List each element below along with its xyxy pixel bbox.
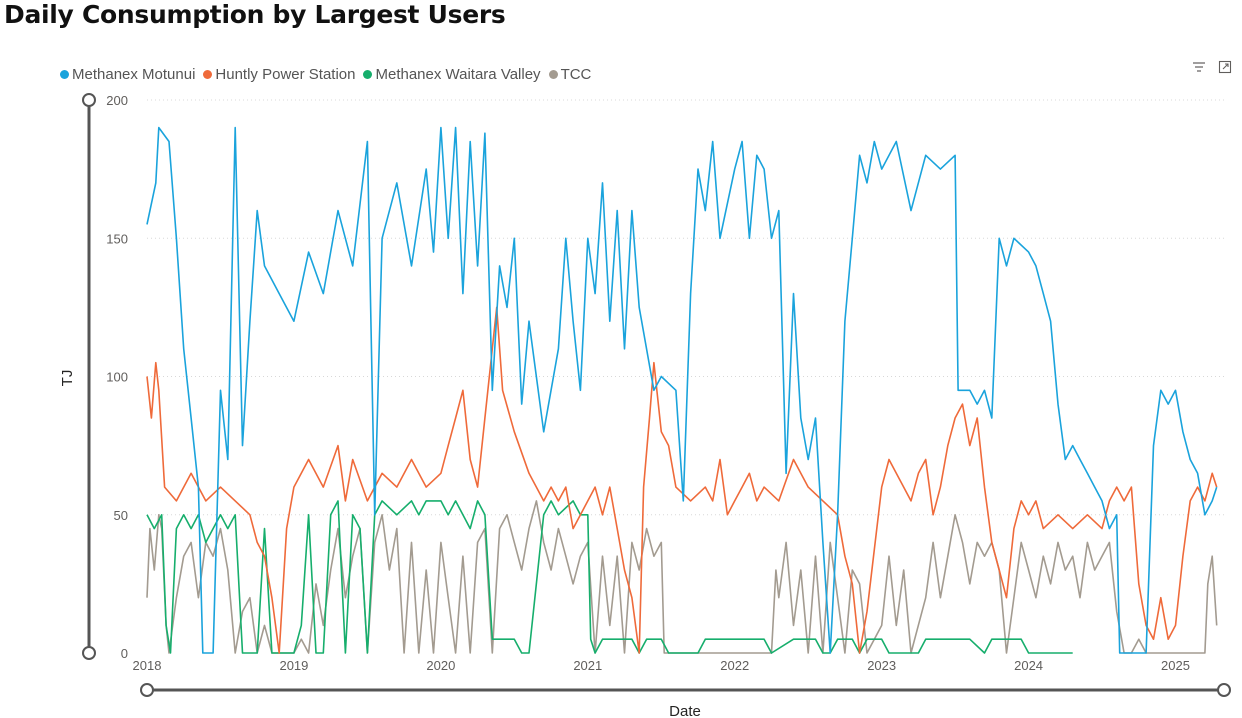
y-tick-label: 0	[121, 646, 128, 661]
legend-item[interactable]: Methanex Waitara Valley	[363, 66, 541, 83]
x-zoom-slider-handle-right[interactable]	[1217, 683, 1231, 697]
legend-marker	[548, 70, 558, 79]
x-tick-label: 2020	[426, 658, 455, 673]
series-line-methanex-waitara-valley[interactable]	[146, 500, 1073, 654]
focus-mode-icon[interactable]	[1218, 60, 1232, 74]
legend-marker	[363, 70, 373, 79]
x-axis-title: Date	[669, 703, 701, 718]
x-tick-label: 2023	[867, 658, 896, 673]
y-axis-ticks: 0 50 100 150 200	[106, 93, 128, 661]
y-tick-label: 50	[114, 508, 128, 523]
legend-label: Methanex Waitara Valley	[375, 66, 541, 83]
y-zoom-slider-handle-bottom[interactable]	[82, 646, 96, 660]
legend-marker	[60, 70, 69, 79]
legend-label: TCC	[560, 66, 592, 83]
x-tick-label: 2025	[1161, 658, 1190, 673]
x-tick-label: 2018	[133, 658, 162, 673]
page-title: Daily Consumption by Largest Users	[4, 0, 506, 29]
x-tick-label: 2019	[279, 658, 308, 673]
visual-toolbar	[1192, 60, 1232, 74]
y-tick-label: 200	[106, 93, 128, 108]
series-line-huntly-power-station[interactable]	[146, 306, 1218, 654]
filter-icon[interactable]	[1192, 60, 1206, 74]
x-zoom-slider-handle-left[interactable]	[140, 683, 154, 697]
legend-item[interactable]: Huntly Power Station	[203, 66, 355, 83]
y-tick-label: 100	[106, 370, 128, 385]
x-tick-label: 2021	[573, 658, 602, 673]
x-tick-label: 2022	[720, 658, 749, 673]
legend-label: Methanex Motunui	[72, 66, 196, 83]
x-tick-label: 2024	[1014, 658, 1043, 673]
legend-item[interactable]: Methanex Motunui	[60, 66, 195, 83]
legend-item[interactable]: TCC	[548, 66, 592, 83]
legend-marker	[203, 70, 213, 79]
y-zoom-slider-handle-top[interactable]	[82, 93, 96, 107]
series-line-methanex-motunui[interactable]	[146, 126, 1218, 654]
y-tick-label: 150	[106, 231, 128, 246]
y-axis-title: TJ	[59, 370, 76, 387]
chart-legend: Methanex Motunui Huntly Power Station Meth…	[60, 66, 591, 83]
legend-label: Huntly Power Station	[215, 66, 356, 83]
x-axis-ticks: 2018 2019 2020 2021 2022 2023 2024 2025	[133, 658, 1190, 673]
series-group	[146, 126, 1218, 654]
